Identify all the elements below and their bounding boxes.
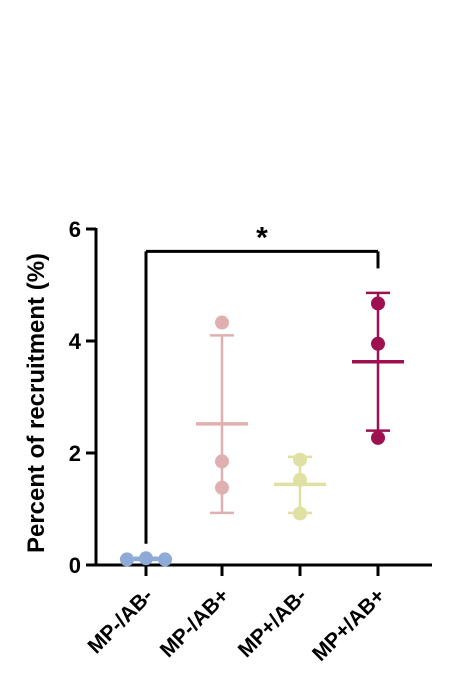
x-tick-label: MP+/AB- xyxy=(234,584,312,662)
y-axis-title: Percent of recruitment (%) xyxy=(23,253,50,553)
data-point xyxy=(293,452,307,467)
data-point xyxy=(293,506,307,521)
y-tick-label: 0 xyxy=(69,553,81,578)
series-group xyxy=(352,291,404,445)
y-tick-label: 2 xyxy=(69,441,81,466)
data-point xyxy=(371,296,385,311)
x-tick-label: MP-/AB- xyxy=(84,584,158,658)
data-point xyxy=(293,472,307,487)
data-point xyxy=(371,430,385,445)
data-point xyxy=(215,480,229,495)
significance-annotation: * xyxy=(144,221,380,544)
series-group xyxy=(120,551,172,567)
data-point xyxy=(158,552,172,567)
data-point xyxy=(371,336,385,351)
y-tick-label: 4 xyxy=(69,329,82,354)
plot-marks xyxy=(120,291,404,567)
x-tick-label: MP+/AB+ xyxy=(308,584,389,665)
data-point xyxy=(139,551,153,566)
data-point xyxy=(215,454,229,469)
series-group xyxy=(196,315,248,515)
x-tick-label: MP-/AB+ xyxy=(156,584,234,662)
series-group xyxy=(274,452,326,521)
data-point xyxy=(215,315,229,330)
y-tick-label: 6 xyxy=(69,217,81,242)
data-point xyxy=(120,552,134,567)
significance-label: * xyxy=(256,221,268,254)
